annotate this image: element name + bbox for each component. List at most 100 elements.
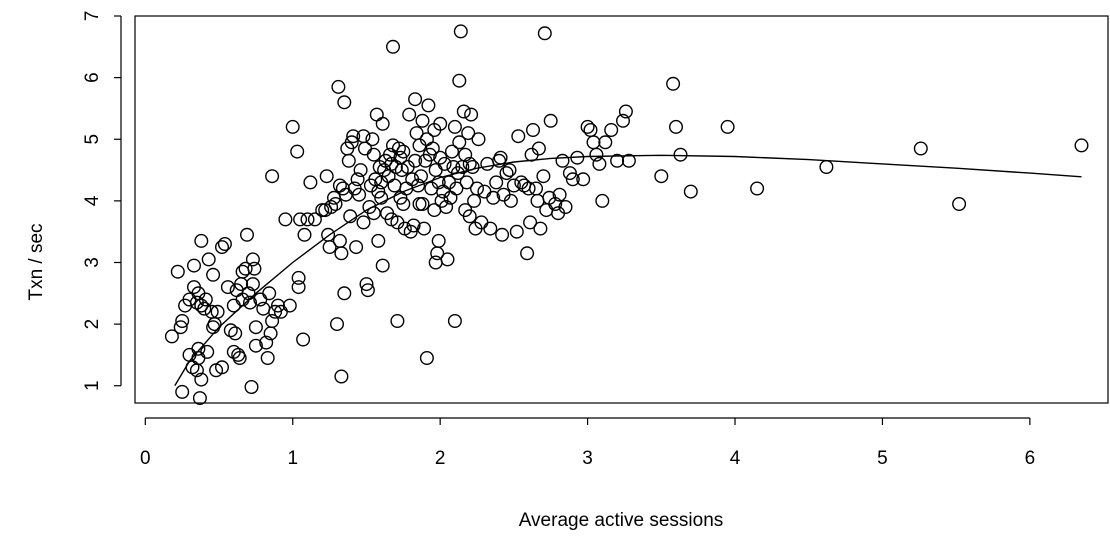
data-point <box>604 122 619 137</box>
data-point <box>371 184 386 199</box>
data-point <box>365 132 380 147</box>
data-point <box>228 326 243 341</box>
y-axis: 1 2 3 4 5 6 7 <box>82 11 122 391</box>
y-axis-title: Txn / sec <box>26 223 47 300</box>
data-point <box>260 351 275 366</box>
data-point <box>175 384 190 399</box>
data-point <box>307 212 322 227</box>
data-point <box>328 196 343 211</box>
plot-frame <box>134 15 1109 404</box>
data-point <box>375 258 390 273</box>
data-point <box>456 104 471 119</box>
data-point <box>271 298 286 313</box>
data-point <box>445 144 460 159</box>
data-point <box>353 163 368 178</box>
data-point <box>610 153 625 168</box>
data-point <box>411 178 426 193</box>
data-point <box>408 153 423 168</box>
data-point <box>186 258 201 273</box>
data-point <box>447 119 462 134</box>
data-point <box>427 203 442 218</box>
data-point <box>452 135 467 150</box>
data-point <box>296 332 311 347</box>
data-point <box>750 181 765 196</box>
data-point <box>459 175 474 190</box>
data-point <box>1074 138 1089 153</box>
data-point <box>194 233 209 248</box>
data-point <box>509 224 524 239</box>
data-point <box>415 196 430 211</box>
fit-curve <box>174 154 1082 387</box>
data-point <box>537 26 552 41</box>
plot-frame-group <box>134 15 1109 404</box>
data-point <box>440 252 455 267</box>
data-point <box>467 193 482 208</box>
data-point <box>396 144 411 159</box>
data-point <box>214 240 229 255</box>
data-point <box>543 113 558 128</box>
data-point <box>952 196 967 211</box>
data-point <box>315 203 330 218</box>
data-point <box>247 261 262 276</box>
data-point <box>471 132 486 147</box>
data-point <box>720 119 735 134</box>
data-point <box>465 159 480 174</box>
data-point <box>386 39 401 54</box>
data-point <box>366 147 381 162</box>
data-point <box>576 172 591 187</box>
data-point <box>369 107 384 122</box>
data-point <box>334 369 349 384</box>
data-point <box>499 166 514 181</box>
data-point <box>462 156 477 171</box>
data-point <box>278 212 293 227</box>
data-point <box>562 166 577 181</box>
data-point <box>359 277 374 292</box>
data-point <box>226 298 241 313</box>
data-point <box>406 218 421 233</box>
data-point <box>654 169 669 184</box>
data-point <box>206 267 221 282</box>
data-point <box>192 391 207 406</box>
data-point <box>344 135 359 150</box>
data-point <box>341 153 356 168</box>
data-point <box>265 314 280 329</box>
data-point <box>210 304 225 319</box>
data-point <box>666 76 681 91</box>
data-point <box>506 178 521 193</box>
data-point <box>462 209 477 224</box>
data-point <box>244 380 259 395</box>
data-point <box>238 261 253 276</box>
data-point <box>335 181 350 196</box>
data-point <box>241 286 256 301</box>
data-point <box>536 169 551 184</box>
data-point <box>402 107 417 122</box>
data-point <box>245 277 260 292</box>
data-point <box>483 221 498 236</box>
data-point <box>297 227 312 242</box>
data-point <box>521 181 536 196</box>
data-point <box>570 150 585 165</box>
y-tick-label: 7 <box>82 11 103 22</box>
x-tick-label: 1 <box>287 448 298 469</box>
data-point <box>220 280 235 295</box>
y-tick-label: 4 <box>82 195 103 206</box>
data-point <box>583 122 598 137</box>
data-point <box>415 113 430 128</box>
data-point <box>197 301 212 316</box>
data-point <box>303 175 318 190</box>
data-point <box>330 317 345 332</box>
data-point <box>185 360 200 375</box>
data-point <box>248 338 263 353</box>
data-point <box>403 224 418 239</box>
data-point <box>548 196 563 211</box>
data-point <box>375 116 390 131</box>
data-point <box>390 314 405 329</box>
data-point <box>452 73 467 88</box>
x-tick-label: 2 <box>435 448 446 469</box>
data-point <box>425 141 440 156</box>
x-tick-label: 4 <box>730 448 741 469</box>
y-tick-label: 1 <box>82 380 103 391</box>
data-point <box>265 169 280 184</box>
data-point <box>334 246 349 261</box>
